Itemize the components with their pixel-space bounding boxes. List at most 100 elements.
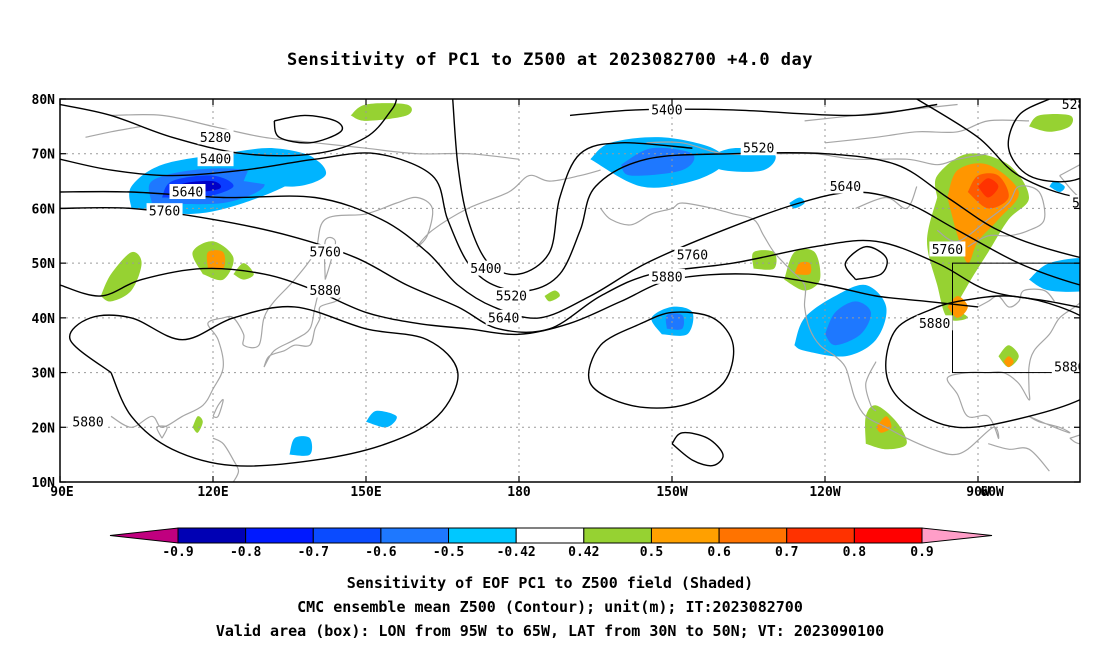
shaded-region — [978, 178, 999, 198]
contour-5520 — [60, 151, 1080, 292]
shaded-region — [350, 103, 412, 121]
colorbar-label: -0.9 — [162, 545, 193, 560]
contour-5880 — [885, 295, 1080, 429]
contour-label-bg — [740, 140, 777, 156]
contour-label-bg — [648, 268, 685, 284]
colorbar-box — [515, 527, 585, 544]
contour-label: 5760 — [310, 246, 341, 261]
y-tick-label: 70N — [32, 148, 56, 163]
contour-label-bg — [1051, 359, 1080, 375]
coastline — [212, 398, 224, 419]
colorbar-box — [853, 527, 923, 544]
contour-5640 — [60, 190, 1080, 319]
contour-label-bg — [929, 241, 966, 257]
contour-label: 5520 — [496, 289, 527, 304]
x-tick-label: 90W — [966, 485, 990, 500]
contour-label-bg — [648, 101, 685, 117]
coastline — [600, 202, 1080, 456]
contour-label: 5880 — [919, 317, 950, 332]
contour-label-bg — [307, 282, 344, 298]
contour-label-bg — [197, 151, 234, 167]
contour-5760 — [844, 245, 888, 281]
footer-line-3: Valid area (box): LON from 95W to 65W, L… — [215, 622, 885, 640]
colorbar-max-arrow — [921, 527, 993, 544]
contour-label-bg — [674, 246, 711, 262]
colorbar-label: -0.42 — [497, 545, 536, 560]
colorbar-box — [448, 527, 517, 544]
contour-label: 5640 — [172, 186, 203, 201]
contour-label: 5760 — [149, 205, 180, 220]
y-tick-label: 60N — [32, 202, 56, 217]
contour-5280 — [1007, 99, 1080, 183]
coastline — [988, 443, 1050, 472]
shaded-region — [544, 290, 560, 302]
contour-label-bg — [307, 244, 344, 260]
contour-label-bg — [70, 413, 107, 429]
y-tick-label: 30N — [32, 367, 56, 382]
y-tick-label: 10N — [32, 476, 56, 491]
shaded-sensitivity-layer — [100, 103, 1080, 456]
contour-5280 — [273, 114, 344, 144]
colorbar-label: -0.7 — [298, 545, 329, 560]
y-tick-label: 40N — [32, 312, 56, 327]
colorbar-box — [245, 527, 314, 544]
contour-label-bg — [1069, 194, 1080, 210]
chart-title: Sensitivity of PC1 to Z500 at 2023082700… — [286, 50, 813, 70]
colorbar-box — [650, 527, 720, 544]
coastline — [263, 288, 342, 368]
colorbar-label: -0.8 — [230, 545, 261, 560]
shaded-region — [1029, 258, 1080, 292]
contour-label-bg — [197, 129, 234, 145]
shaded-region — [665, 313, 685, 330]
colorbar-box — [312, 527, 382, 544]
footer-line-1: Sensitivity of EOF PC1 to Z500 field (Sh… — [346, 574, 754, 592]
coastline — [1069, 434, 1080, 445]
x-tick-label: 180 — [507, 485, 531, 500]
shaded-region — [243, 153, 327, 187]
colorbar-label: 0.5 — [640, 545, 663, 560]
contour-label: 5280 — [1062, 98, 1093, 113]
x-tick-label: 120W — [809, 485, 840, 500]
contour-label: 5640 — [488, 311, 519, 326]
colorbar-box — [786, 527, 855, 544]
contour-5400 — [569, 103, 938, 117]
contour-label: 5640 — [830, 180, 861, 195]
coastline-layer — [85, 103, 1080, 482]
colorbar-label: 0.9 — [910, 545, 933, 560]
contour-label: 5400 — [651, 103, 682, 118]
coastline — [156, 425, 168, 439]
contour-5880 — [68, 305, 459, 467]
shaded-region — [206, 250, 226, 270]
shaded-region — [1029, 114, 1074, 132]
contour-5880 — [587, 311, 735, 409]
z500-contours — [60, 99, 1080, 467]
contour-label-bg — [1059, 99, 1080, 112]
shaded-region — [100, 251, 142, 302]
colorbar-label: 0.42 — [568, 545, 599, 560]
contour-label-bg — [467, 260, 504, 276]
coastline — [936, 185, 1046, 248]
colorbar: -0.9 -0.8 -0.7 -0.6 -0.5 -0.42 0.42 0.5 0.6 0.7 0.… — [109, 527, 993, 560]
contour-label-bg — [493, 287, 530, 303]
colorbar-label: 0.6 — [707, 545, 731, 560]
x-tick-label: 150W — [656, 485, 687, 500]
colorbar-label: -0.5 — [433, 545, 464, 560]
contour-label-bg — [169, 184, 206, 200]
contour-label: 5880 — [310, 284, 341, 299]
shaded-region — [289, 436, 313, 456]
contour-label: 5520 — [743, 142, 774, 157]
coastline — [804, 103, 958, 122]
contour-label-bg — [916, 315, 953, 331]
colorbar-min-arrow — [109, 527, 179, 544]
contour-label: 5880 — [651, 270, 682, 285]
colorbar-label: 0.8 — [843, 545, 867, 560]
shaded-region — [366, 410, 397, 428]
contour-labels: 5280 5400 5640 5760 5760 5880 5880 5400 5520 5640… — [70, 98, 1093, 430]
shaded-region — [752, 250, 777, 270]
coastline — [977, 288, 1055, 308]
shaded-region — [825, 301, 872, 346]
x-tick-label: 60W — [980, 485, 1004, 500]
y-tick-label: 80N — [32, 93, 56, 108]
contour-5880 — [60, 267, 979, 336]
